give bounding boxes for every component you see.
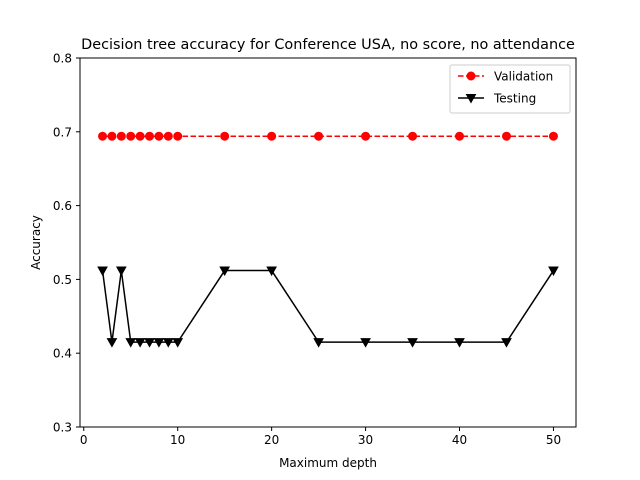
testing-point [162, 338, 174, 348]
testing-point [172, 338, 184, 348]
testing-point [125, 338, 137, 348]
validation-point [107, 131, 117, 141]
validation-point [408, 131, 418, 141]
validation-point [135, 131, 145, 141]
y-tick-label: 0.5 [53, 273, 72, 287]
testing-point [134, 338, 146, 348]
testing-point [153, 338, 165, 348]
validation-point [220, 131, 230, 141]
validation-point [548, 131, 558, 141]
testing-point [144, 338, 155, 348]
validation-point [98, 131, 108, 141]
y-tick-label: 0.3 [53, 421, 72, 435]
plot-frame [79, 57, 577, 428]
legend-validation-label: Validation [494, 70, 553, 84]
y-tick-label: 0.6 [53, 199, 72, 213]
x-tick-label: 10 [170, 433, 185, 447]
testing-point [407, 338, 418, 348]
y-tick-label: 0.7 [53, 125, 72, 139]
x-axis-label: Maximum depth [279, 456, 377, 470]
testing-point [548, 266, 559, 277]
testing-point [454, 338, 465, 348]
validation-point [145, 131, 155, 141]
validation-point [163, 131, 173, 141]
testing-point [360, 338, 371, 348]
testing-point [266, 266, 277, 277]
y-tick-label: 0.8 [53, 52, 72, 66]
x-axis: 0 10 20 30 40 50 [80, 427, 561, 447]
x-tick-label: 0 [80, 433, 88, 447]
x-tick-label: 50 [546, 433, 561, 447]
y-tick-label: 0.4 [53, 347, 72, 361]
testing-point [313, 338, 324, 348]
validation-point [116, 131, 126, 141]
x-tick-label: 40 [452, 433, 467, 447]
testing-point [501, 338, 512, 348]
y-axis-label: Accuracy [29, 215, 43, 270]
legend-testing-label: Testing [493, 92, 536, 106]
testing-point [219, 266, 231, 277]
testing-point [97, 266, 108, 277]
legend: Validation Testing [449, 64, 571, 114]
testing-point [106, 338, 118, 348]
validation-point [154, 131, 164, 141]
validation-point [267, 131, 277, 141]
series-layer [97, 131, 559, 348]
x-tick-label: 30 [358, 433, 373, 447]
validation-point [173, 131, 183, 141]
validation-point [126, 131, 136, 141]
x-tick-label: 20 [264, 433, 279, 447]
validation-point [501, 131, 511, 141]
validation-point [455, 131, 465, 141]
legend-box [449, 64, 571, 114]
validation-point [314, 131, 324, 141]
testing-point [115, 266, 127, 277]
validation-point [361, 131, 371, 141]
chart-title: Decision tree accuracy for Conference US… [81, 37, 575, 53]
legend-testing-marker [465, 94, 477, 104]
legend-validation-marker [466, 71, 476, 81]
y-axis: 0.3 0.4 0.5 0.6 0.7 0.8 [53, 52, 80, 435]
